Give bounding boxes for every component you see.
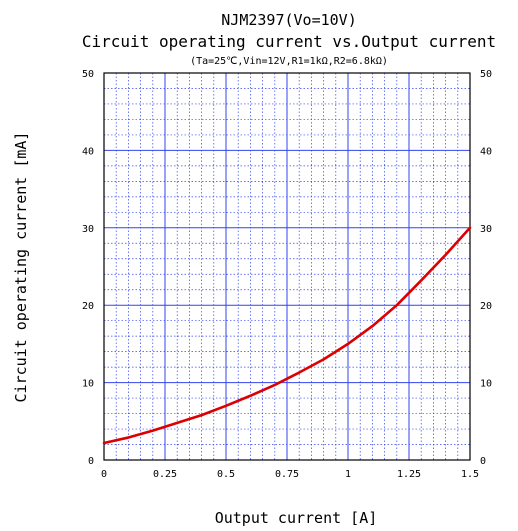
series-layer: [102, 226, 472, 445]
y-tick-label-left: 0: [88, 456, 94, 467]
chart-conditions: (Ta=25℃,Vin=12V,R1=1kΩ,R2=6.8kΩ): [190, 56, 388, 67]
series-line: [102, 226, 472, 445]
x-tick-label: 0.25: [153, 469, 177, 480]
x-tick-label: 1.5: [461, 469, 479, 480]
y-tick-label-right: 40: [480, 146, 492, 157]
x-tick-labels: 0 0.25 0.5 0.75 1 1.25 1.5: [101, 469, 479, 480]
y-tick-label-right: 10: [480, 379, 492, 390]
y-tick-label-right: 0: [480, 456, 486, 467]
y-axis-label: Circuit operating current [mA]: [12, 132, 30, 403]
x-tick-label: 0.5: [217, 469, 235, 480]
chart-subtitle: Circuit operating current vs.Output curr…: [82, 32, 496, 51]
x-tick-label: 0.75: [275, 469, 299, 480]
y-tick-label-right: 30: [480, 224, 492, 235]
y-tick-label-right: 20: [480, 301, 492, 312]
x-axis-label: Output current [A]: [215, 509, 378, 527]
y-tick-label-left: 30: [82, 224, 94, 235]
y-tick-label-right: 50: [480, 69, 492, 80]
x-tick-label: 1: [345, 469, 351, 480]
major-grid: [104, 73, 470, 460]
chart-title: NJM2397(Vo=10V): [221, 11, 356, 29]
y-tick-label-left: 10: [82, 379, 94, 390]
y-tick-labels-right: 0 10 20 30 40 50: [480, 69, 492, 467]
plot-frame: [103, 72, 471, 461]
x-tick-label: 0: [101, 469, 107, 480]
y-tick-labels-left: 0 10 20 30 40 50: [82, 69, 94, 467]
y-tick-label-left: 50: [82, 69, 94, 80]
x-tick-label: 1.25: [397, 469, 421, 480]
y-tick-label-left: 40: [82, 146, 94, 157]
y-tick-label-left: 20: [82, 301, 94, 312]
